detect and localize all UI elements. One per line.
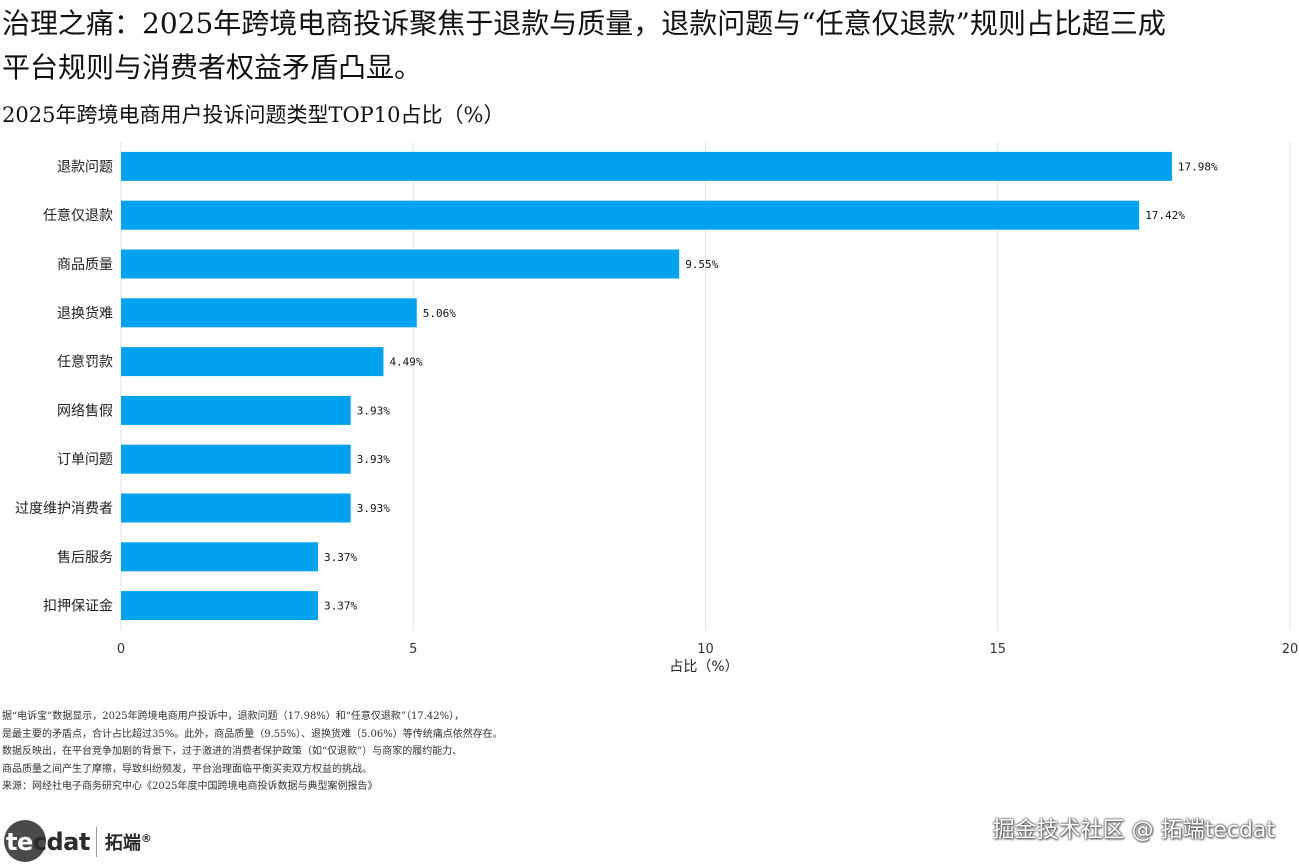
note-line-3: 数据反映出，在平台竞争加剧的背景下，过于激进的消费者保护政策（如“仅退款”）与商…: [2, 746, 463, 757]
bar-7: [121, 493, 351, 523]
tecdat-logo: tecdat 拓端®: [4, 820, 152, 864]
note-line-2: 是最主要的矛盾点，合计占比超过35%。此外，商品质量（9.55%）、退换货难（5…: [2, 728, 503, 740]
logo-chinese-name: 拓端®: [104, 832, 152, 854]
bar-4: [121, 347, 384, 377]
bar-9: [121, 591, 318, 621]
x-tick-label-2: 10: [697, 642, 714, 657]
value-label-3: 5.06%: [423, 307, 456, 320]
x-tick-label-1: 5: [409, 642, 417, 657]
bar-1: [121, 200, 1140, 230]
headline: 治理之痛：2025年跨境电商投诉聚焦于退款与质量，退款问题与“任意仅退款”规则占…: [2, 2, 1299, 90]
bar-layer: [121, 151, 1172, 621]
bar-2: [121, 249, 680, 279]
x-tick-label-4: 20: [1282, 642, 1299, 657]
note-line-4: 商品质量之间产生了摩擦，导致纠纷频发，平台治理面临平衡买卖双方权益的挑战。: [2, 763, 372, 775]
note-line-1: 据“电诉宝”数据显示，2025年跨境电商用户投诉中，退款问题（17.98%）和“…: [2, 711, 465, 722]
category-label-6: 订单问题: [57, 452, 113, 468]
category-label-2: 商品质量: [57, 257, 113, 273]
value-label-2: 9.55%: [685, 258, 718, 271]
category-label-0: 退款问题: [57, 159, 113, 175]
logo-wordmark: tecdat: [6, 828, 90, 856]
category-label-4: 任意罚款: [57, 354, 113, 371]
category-label-9: 扣押保证金: [43, 599, 113, 615]
logo-divider: [95, 827, 97, 857]
value-label-1: 17.42%: [1145, 209, 1185, 222]
category-label-3: 退换货难: [57, 305, 113, 322]
value-label-8: 3.37%: [324, 551, 357, 564]
note-source: 来源：网经社电子商务研究中心《2025年度中国跨境电商投诉数据与典型案例报告》: [2, 781, 378, 792]
value-label-6: 3.93%: [357, 453, 390, 466]
category-label-7: 过度维护消费者: [15, 501, 113, 517]
bar-5: [121, 395, 351, 425]
value-label-5: 3.93%: [357, 404, 390, 417]
logo-circle: [4, 820, 46, 862]
x-axis-title: 占比（%）: [669, 659, 738, 675]
x-tick-label-3: 15: [989, 642, 1006, 657]
chart-notes: 据“电诉宝”数据显示，2025年跨境电商用户投诉中，退款问题（17.98%）和“…: [2, 708, 622, 796]
category-label-8: 售后服务: [57, 550, 113, 566]
watermark: 掘金技术社区 @ 拓端tecdat: [992, 818, 1275, 843]
registered-mark: ®: [140, 832, 152, 845]
category-label-1: 任意仅退款: [43, 207, 113, 224]
value-label-7: 3.93%: [357, 502, 390, 515]
bar-6: [121, 444, 351, 474]
category-label-5: 网络售假: [57, 403, 113, 419]
bar-0: [121, 151, 1172, 181]
value-label-0: 17.98%: [1178, 160, 1218, 173]
headline-line-1: 治理之痛：2025年跨境电商投诉聚焦于退款与质量，退款问题与“任意仅退款”规则占…: [2, 7, 1166, 40]
value-label-9: 3.37%: [324, 600, 357, 613]
label-layer: 0 5 10 15 20 退款问题 17.98% 任意仅退款 17.42% 商品质量 9.55% 退换…: [15, 159, 1298, 657]
bar-8: [121, 542, 318, 572]
headline-line-2: 平台规则与消费者权益矛盾凸显。: [2, 51, 423, 84]
chart-title: 2025年跨境电商用户投诉问题类型TOP10占比（%）: [2, 103, 505, 127]
x-tick-label-0: 0: [117, 642, 125, 657]
bar-3: [121, 298, 417, 328]
value-label-4: 4.49%: [389, 356, 422, 369]
bar-chart: 0 5 10 15 20 退款问题 17.98% 任意仅退款 17.42% 商品质量 9.55% 退换…: [15, 142, 1298, 675]
